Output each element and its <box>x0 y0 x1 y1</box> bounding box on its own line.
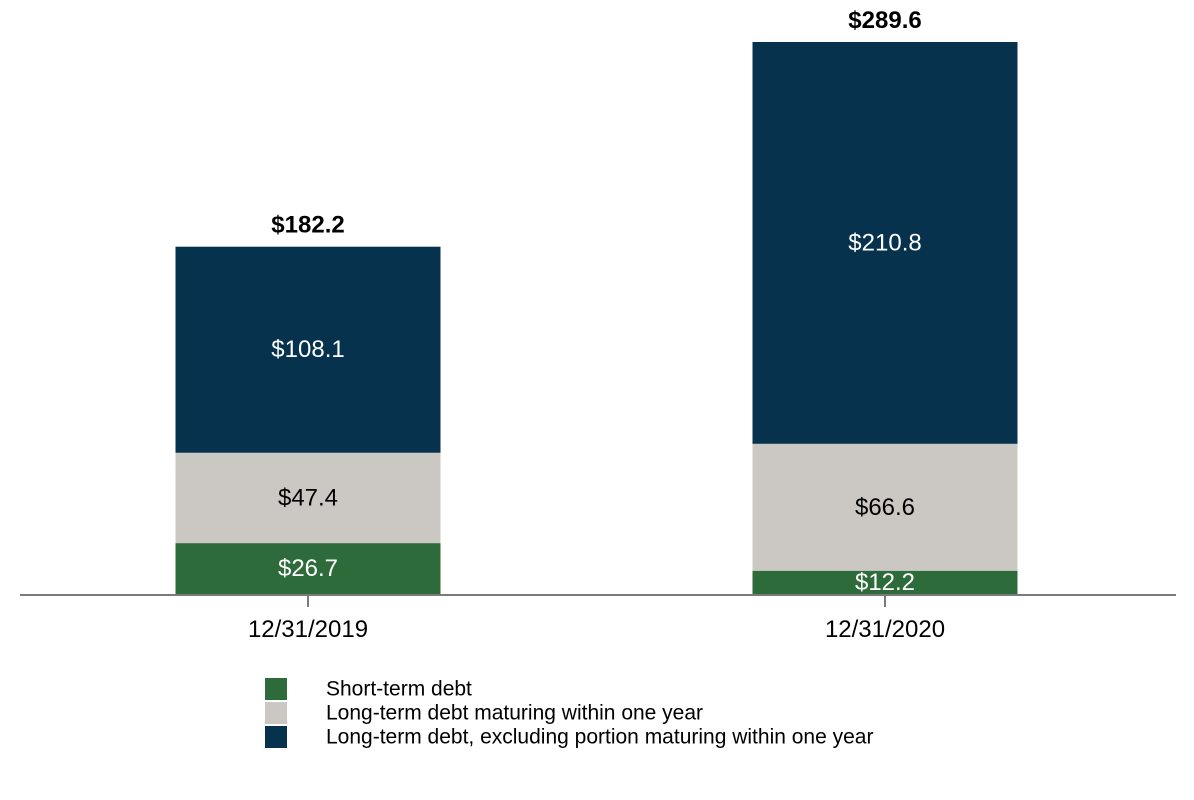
legend-label: Long-term debt, excluding portion maturi… <box>326 726 873 749</box>
bar-segment <box>752 570 1018 594</box>
legend-swatch <box>265 702 287 724</box>
bar-segment <box>752 42 1018 444</box>
segment-value-label: $66.6 <box>855 494 915 521</box>
segment-value-label: $210.8 <box>848 229 921 256</box>
legend-swatch <box>265 726 287 748</box>
bar-segment <box>752 443 1018 571</box>
bar-segment <box>175 246 441 453</box>
x-axis-ticks: 12/31/2019 12/31/2020 <box>248 595 945 643</box>
x-tick-label: 12/31/2020 <box>825 616 945 643</box>
segment-value-label: $26.7 <box>278 555 338 582</box>
bar-segment <box>175 543 441 594</box>
bars-layer: $26.7 $47.4 $108.1 $182.2 $12.2 $66.6 $210.8 $2… <box>175 7 1018 596</box>
segment-value-label: $47.4 <box>278 484 338 511</box>
legend-label: Long-term debt maturing within one year <box>326 702 703 725</box>
legend-swatch <box>265 678 287 700</box>
segment-value-label: $108.1 <box>271 336 344 363</box>
bar-segment <box>175 452 441 544</box>
bar-total-label: $289.6 <box>848 7 921 34</box>
x-tick-label: 12/31/2019 <box>248 616 368 643</box>
segment-value-label: $12.2 <box>855 569 915 596</box>
legend-label: Short-term debt <box>326 678 472 701</box>
bar-total-label: $182.2 <box>271 212 344 239</box>
